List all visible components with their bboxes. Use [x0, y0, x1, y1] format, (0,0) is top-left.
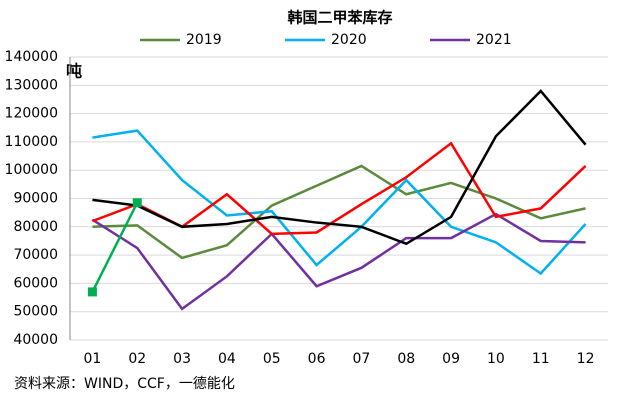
x-tick-label: 03	[173, 351, 191, 367]
y-tick-label: 70000	[13, 247, 58, 263]
y-tick-label: 100000	[5, 162, 58, 178]
x-tick-label: 01	[84, 351, 102, 367]
x-tick-label: 09	[442, 351, 460, 367]
x-tick-label: 05	[263, 351, 281, 367]
legend-label: 2019	[186, 32, 222, 48]
y-tick-label: 130000	[5, 77, 58, 93]
series-line	[92, 129, 587, 276]
source-note: 资料来源：WIND，CCF，一德能化	[14, 376, 235, 392]
y-tick-label: 60000	[13, 275, 58, 291]
y-tick-label: 90000	[13, 191, 58, 207]
chart-title: 韩国二甲苯库存	[287, 9, 392, 27]
y-tick-label: 110000	[5, 134, 58, 150]
x-tick-label: 06	[308, 351, 326, 367]
series-line	[91, 202, 139, 293]
x-tick-label: 07	[353, 351, 371, 367]
y-tick-label: 140000	[5, 49, 58, 65]
x-tick-label: 11	[532, 351, 550, 367]
legend-label: 2020	[331, 32, 367, 48]
x-tick-label: 12	[577, 351, 595, 367]
series-line	[92, 164, 586, 260]
y-unit: 吨	[66, 62, 82, 81]
x-tick-label: 08	[397, 351, 415, 367]
y-tick-label: 120000	[5, 106, 58, 122]
y-tick-label: 40000	[13, 332, 58, 348]
y-tick-label: 80000	[13, 219, 58, 235]
series-marker	[132, 198, 142, 208]
x-tick-label: 10	[487, 351, 505, 367]
series-line	[92, 89, 587, 246]
series-line	[91, 212, 586, 311]
x-tick-label: 02	[128, 351, 146, 367]
series-marker	[87, 287, 97, 297]
y-tick-label: 50000	[13, 304, 58, 320]
x-tick-label: 04	[218, 351, 236, 367]
legend-label: 2021	[476, 32, 512, 48]
